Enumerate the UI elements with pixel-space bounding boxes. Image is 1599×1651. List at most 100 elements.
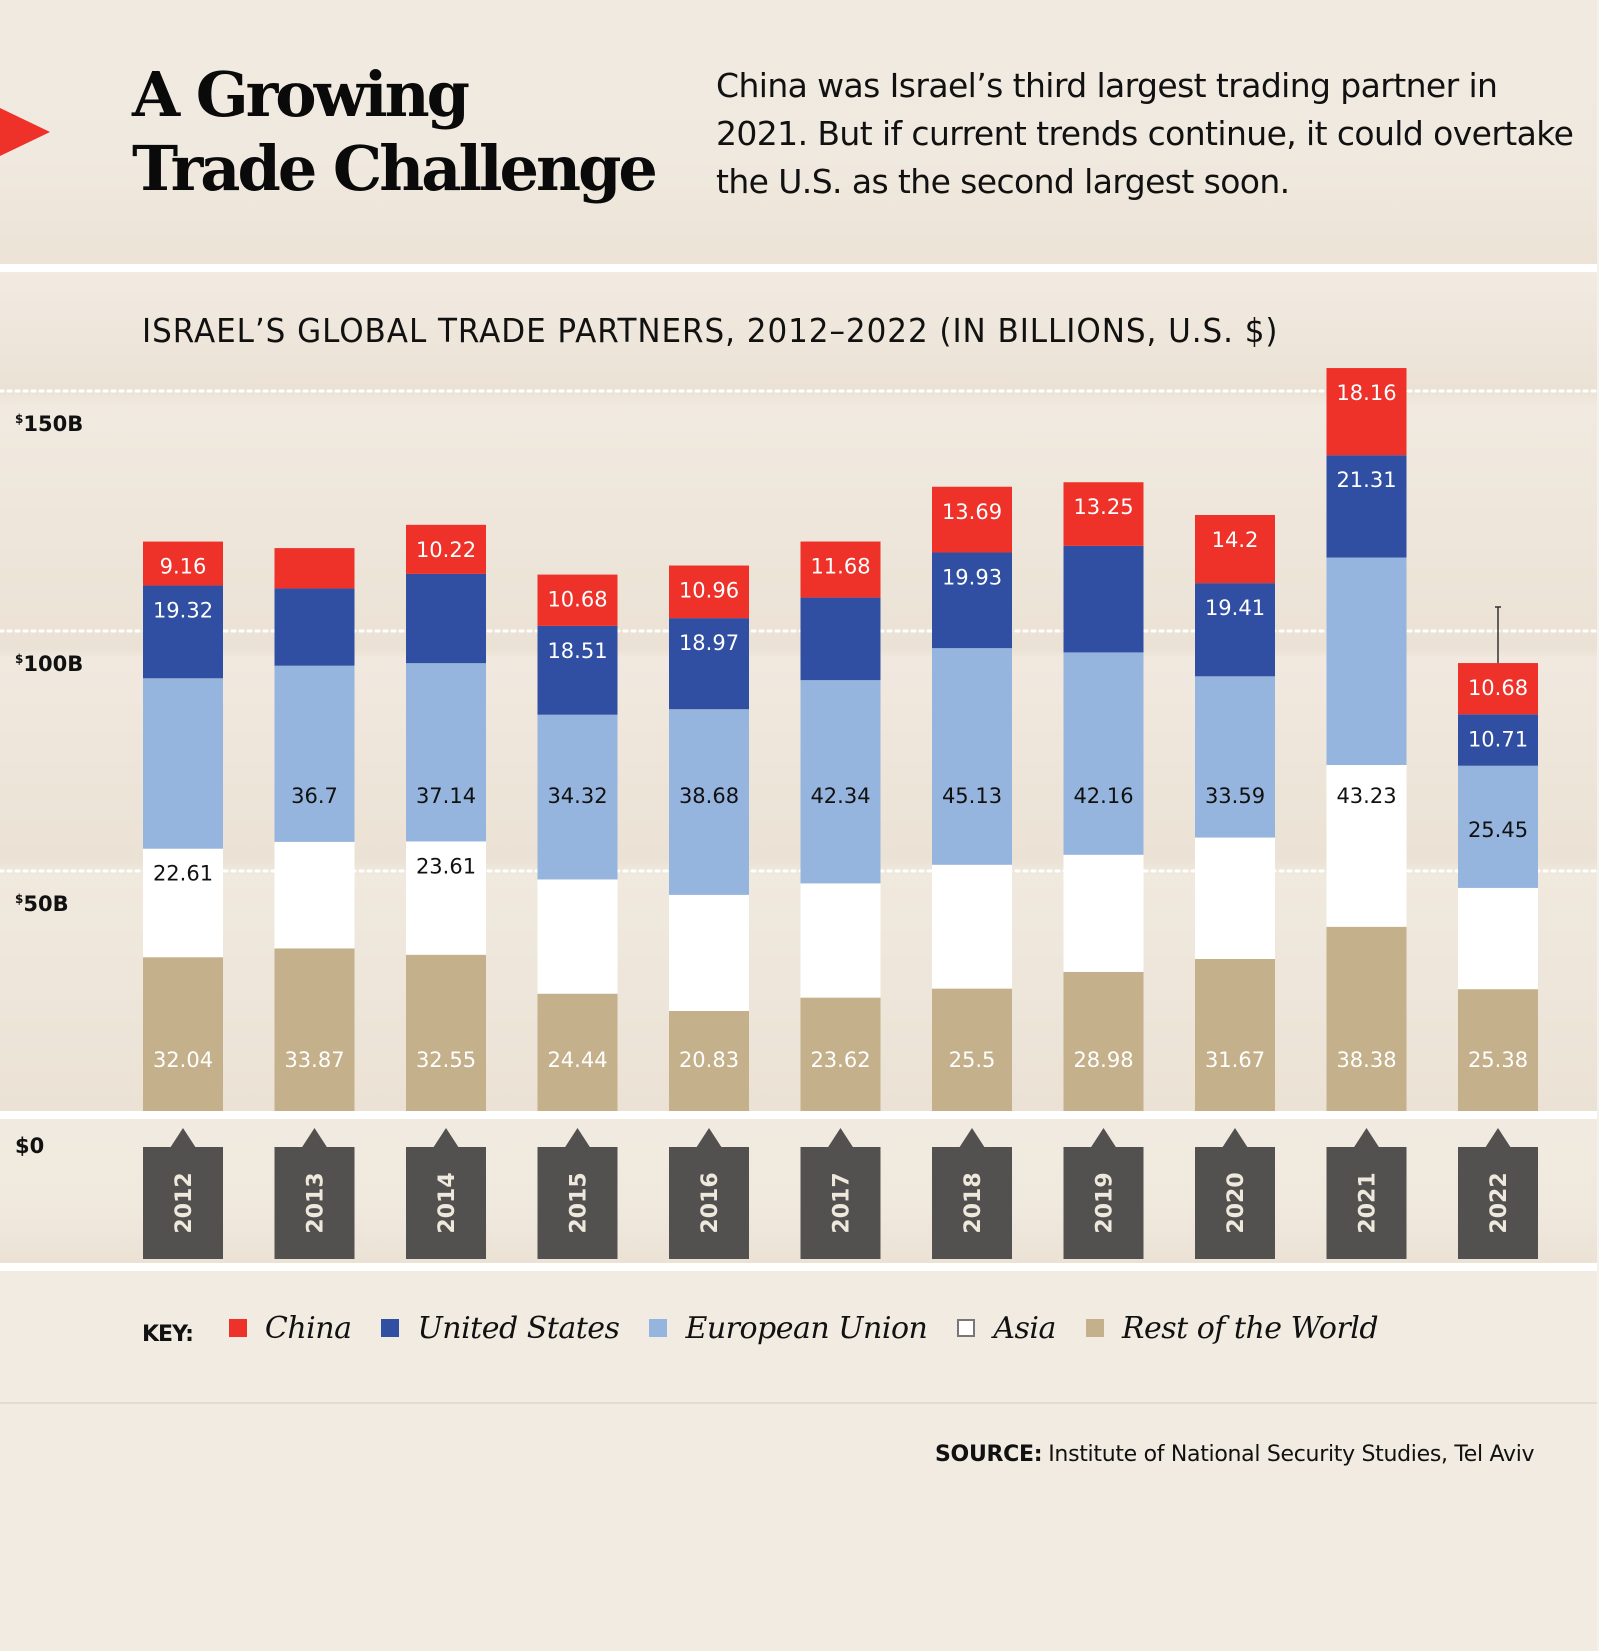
bar-segment xyxy=(1458,765,1538,888)
bar-segment xyxy=(669,709,749,895)
source-note: SOURCE: Institute of National Security St… xyxy=(935,1442,1535,1467)
baseline-separator xyxy=(0,1111,1597,1119)
data-label: 21.31 xyxy=(1336,468,1396,492)
legend-swatch-icon xyxy=(957,1319,976,1337)
data-label: 22.61 xyxy=(153,862,213,886)
data-label: 10.22 xyxy=(416,538,476,562)
bar-2021: 38.38 43.23 21.31 18.16 xyxy=(1326,368,1407,1111)
bar-segment xyxy=(1195,958,1275,1111)
legend-swatch-icon xyxy=(1085,1319,1104,1337)
tab-pointer-icon xyxy=(827,1128,854,1148)
bar-segment xyxy=(932,648,1012,865)
data-label: 31.67 xyxy=(1205,1048,1265,1072)
legend-item-label: Rest of the World xyxy=(1121,1310,1379,1346)
bar-segment xyxy=(537,625,618,715)
data-label: 13.69 xyxy=(942,500,1002,524)
data-label: 10.71 xyxy=(1468,727,1528,751)
year-tab-2021: 2021 xyxy=(1326,1128,1407,1259)
data-label: 20.83 xyxy=(679,1048,739,1072)
bar-2016: 20.83 38.68 18.97 10.96 xyxy=(669,565,749,1111)
red-triangle-icon xyxy=(0,108,50,156)
separator-bottom xyxy=(0,1263,1597,1271)
data-label: 28.98 xyxy=(1073,1048,1133,1072)
bar-segment xyxy=(274,841,355,949)
y-axis: $0$50B$100B$150B xyxy=(15,412,83,1158)
bar-segment xyxy=(1326,557,1407,766)
x-tick-label: 2022 xyxy=(1487,1172,1512,1233)
data-label: 10.68 xyxy=(1468,676,1528,700)
legend-item: Rest of the World xyxy=(1085,1310,1379,1346)
bar-segment xyxy=(800,883,881,998)
legend-swatch-icon xyxy=(649,1319,668,1337)
tab-pointer-icon xyxy=(959,1128,985,1148)
tab-box xyxy=(1326,1147,1407,1259)
bar-segment xyxy=(1063,854,1144,972)
bar-segment xyxy=(800,997,881,1111)
bar-2018: 25.5 45.13 19.93 13.69 xyxy=(932,486,1012,1111)
legend-item-label: China xyxy=(264,1310,352,1346)
bar-segment xyxy=(406,524,486,574)
data-label: 25.5 xyxy=(949,1048,996,1072)
bar-segment xyxy=(274,588,355,666)
tab-box xyxy=(669,1147,749,1259)
bar-2019: 28.98 42.16 13.25 xyxy=(1063,482,1144,1111)
year-tab-2015: 2015 xyxy=(537,1128,618,1259)
data-label: 14.2 xyxy=(1212,528,1259,552)
bar-segment xyxy=(1326,926,1407,1111)
data-label: 19.32 xyxy=(153,599,213,623)
tab-pointer-icon xyxy=(301,1128,328,1148)
tab-pointer-icon xyxy=(564,1128,591,1148)
bar-segment xyxy=(1458,714,1538,766)
bar-segment xyxy=(143,541,223,586)
data-label: 24.44 xyxy=(547,1048,607,1072)
legend-item: European Union xyxy=(649,1311,928,1346)
year-tab-2013: 2013 xyxy=(274,1128,355,1259)
divider xyxy=(0,1402,1597,1404)
bar-segment xyxy=(1326,368,1407,456)
bar-segment xyxy=(143,848,223,958)
data-label: 9.16 xyxy=(160,555,207,579)
legend-label: KEY: xyxy=(142,1321,194,1347)
bar-segment xyxy=(274,948,355,1111)
legend-item-label: Asia xyxy=(993,1310,1056,1346)
data-label: 33.59 xyxy=(1205,784,1265,808)
y-tick-prefix: $ xyxy=(15,412,23,426)
bar-segment xyxy=(800,597,881,681)
x-tick-label: 2014 xyxy=(435,1172,460,1233)
x-tick-label: 2015 xyxy=(567,1172,592,1233)
y-tick-label: $0 xyxy=(15,1134,44,1158)
tab-pointer-icon xyxy=(433,1128,459,1148)
source-text: Institute of National Security Studies, … xyxy=(1048,1442,1535,1467)
legend-item-label: United States xyxy=(417,1310,620,1346)
data-label: 33.87 xyxy=(284,1048,344,1072)
tab-pointer-icon xyxy=(1353,1128,1380,1148)
bar-2022: 25.38 25.45 10.71 10.68 xyxy=(1458,606,1538,1111)
data-label: 25.45 xyxy=(1468,818,1528,842)
y-tick-label: $100B xyxy=(15,652,83,676)
page-title: A Growing Trade Challenge xyxy=(132,58,658,206)
x-tick-label: 2021 xyxy=(1356,1172,1381,1233)
tab-box xyxy=(1458,1147,1538,1259)
tab-box xyxy=(1063,1147,1144,1259)
data-label: 42.16 xyxy=(1073,784,1133,808)
bar-segment xyxy=(274,548,355,589)
tab-pointer-icon xyxy=(1485,1128,1511,1148)
bar-segment xyxy=(274,665,355,842)
bar-segment xyxy=(537,714,618,880)
data-label: 43.23 xyxy=(1336,784,1396,808)
source-label: SOURCE: xyxy=(935,1442,1043,1467)
bar-segment xyxy=(1195,514,1275,584)
tab-box xyxy=(274,1147,355,1259)
bar-segment xyxy=(669,565,749,619)
tab-box xyxy=(932,1147,1012,1259)
data-label: 19.41 xyxy=(1205,596,1265,620)
bar-segment xyxy=(1195,837,1275,959)
bar-segment xyxy=(143,585,223,679)
bar-2014: 32.55 23.61 37.14 10.22 xyxy=(406,524,486,1111)
bar-2015: 24.44 34.32 18.51 10.68 xyxy=(537,574,618,1111)
year-tab-2014: 2014 xyxy=(406,1128,486,1259)
data-label: 10.68 xyxy=(547,588,607,612)
x-tick-label: 2018 xyxy=(961,1172,986,1233)
bar-segment xyxy=(537,574,618,626)
bar-segment xyxy=(1195,583,1275,677)
